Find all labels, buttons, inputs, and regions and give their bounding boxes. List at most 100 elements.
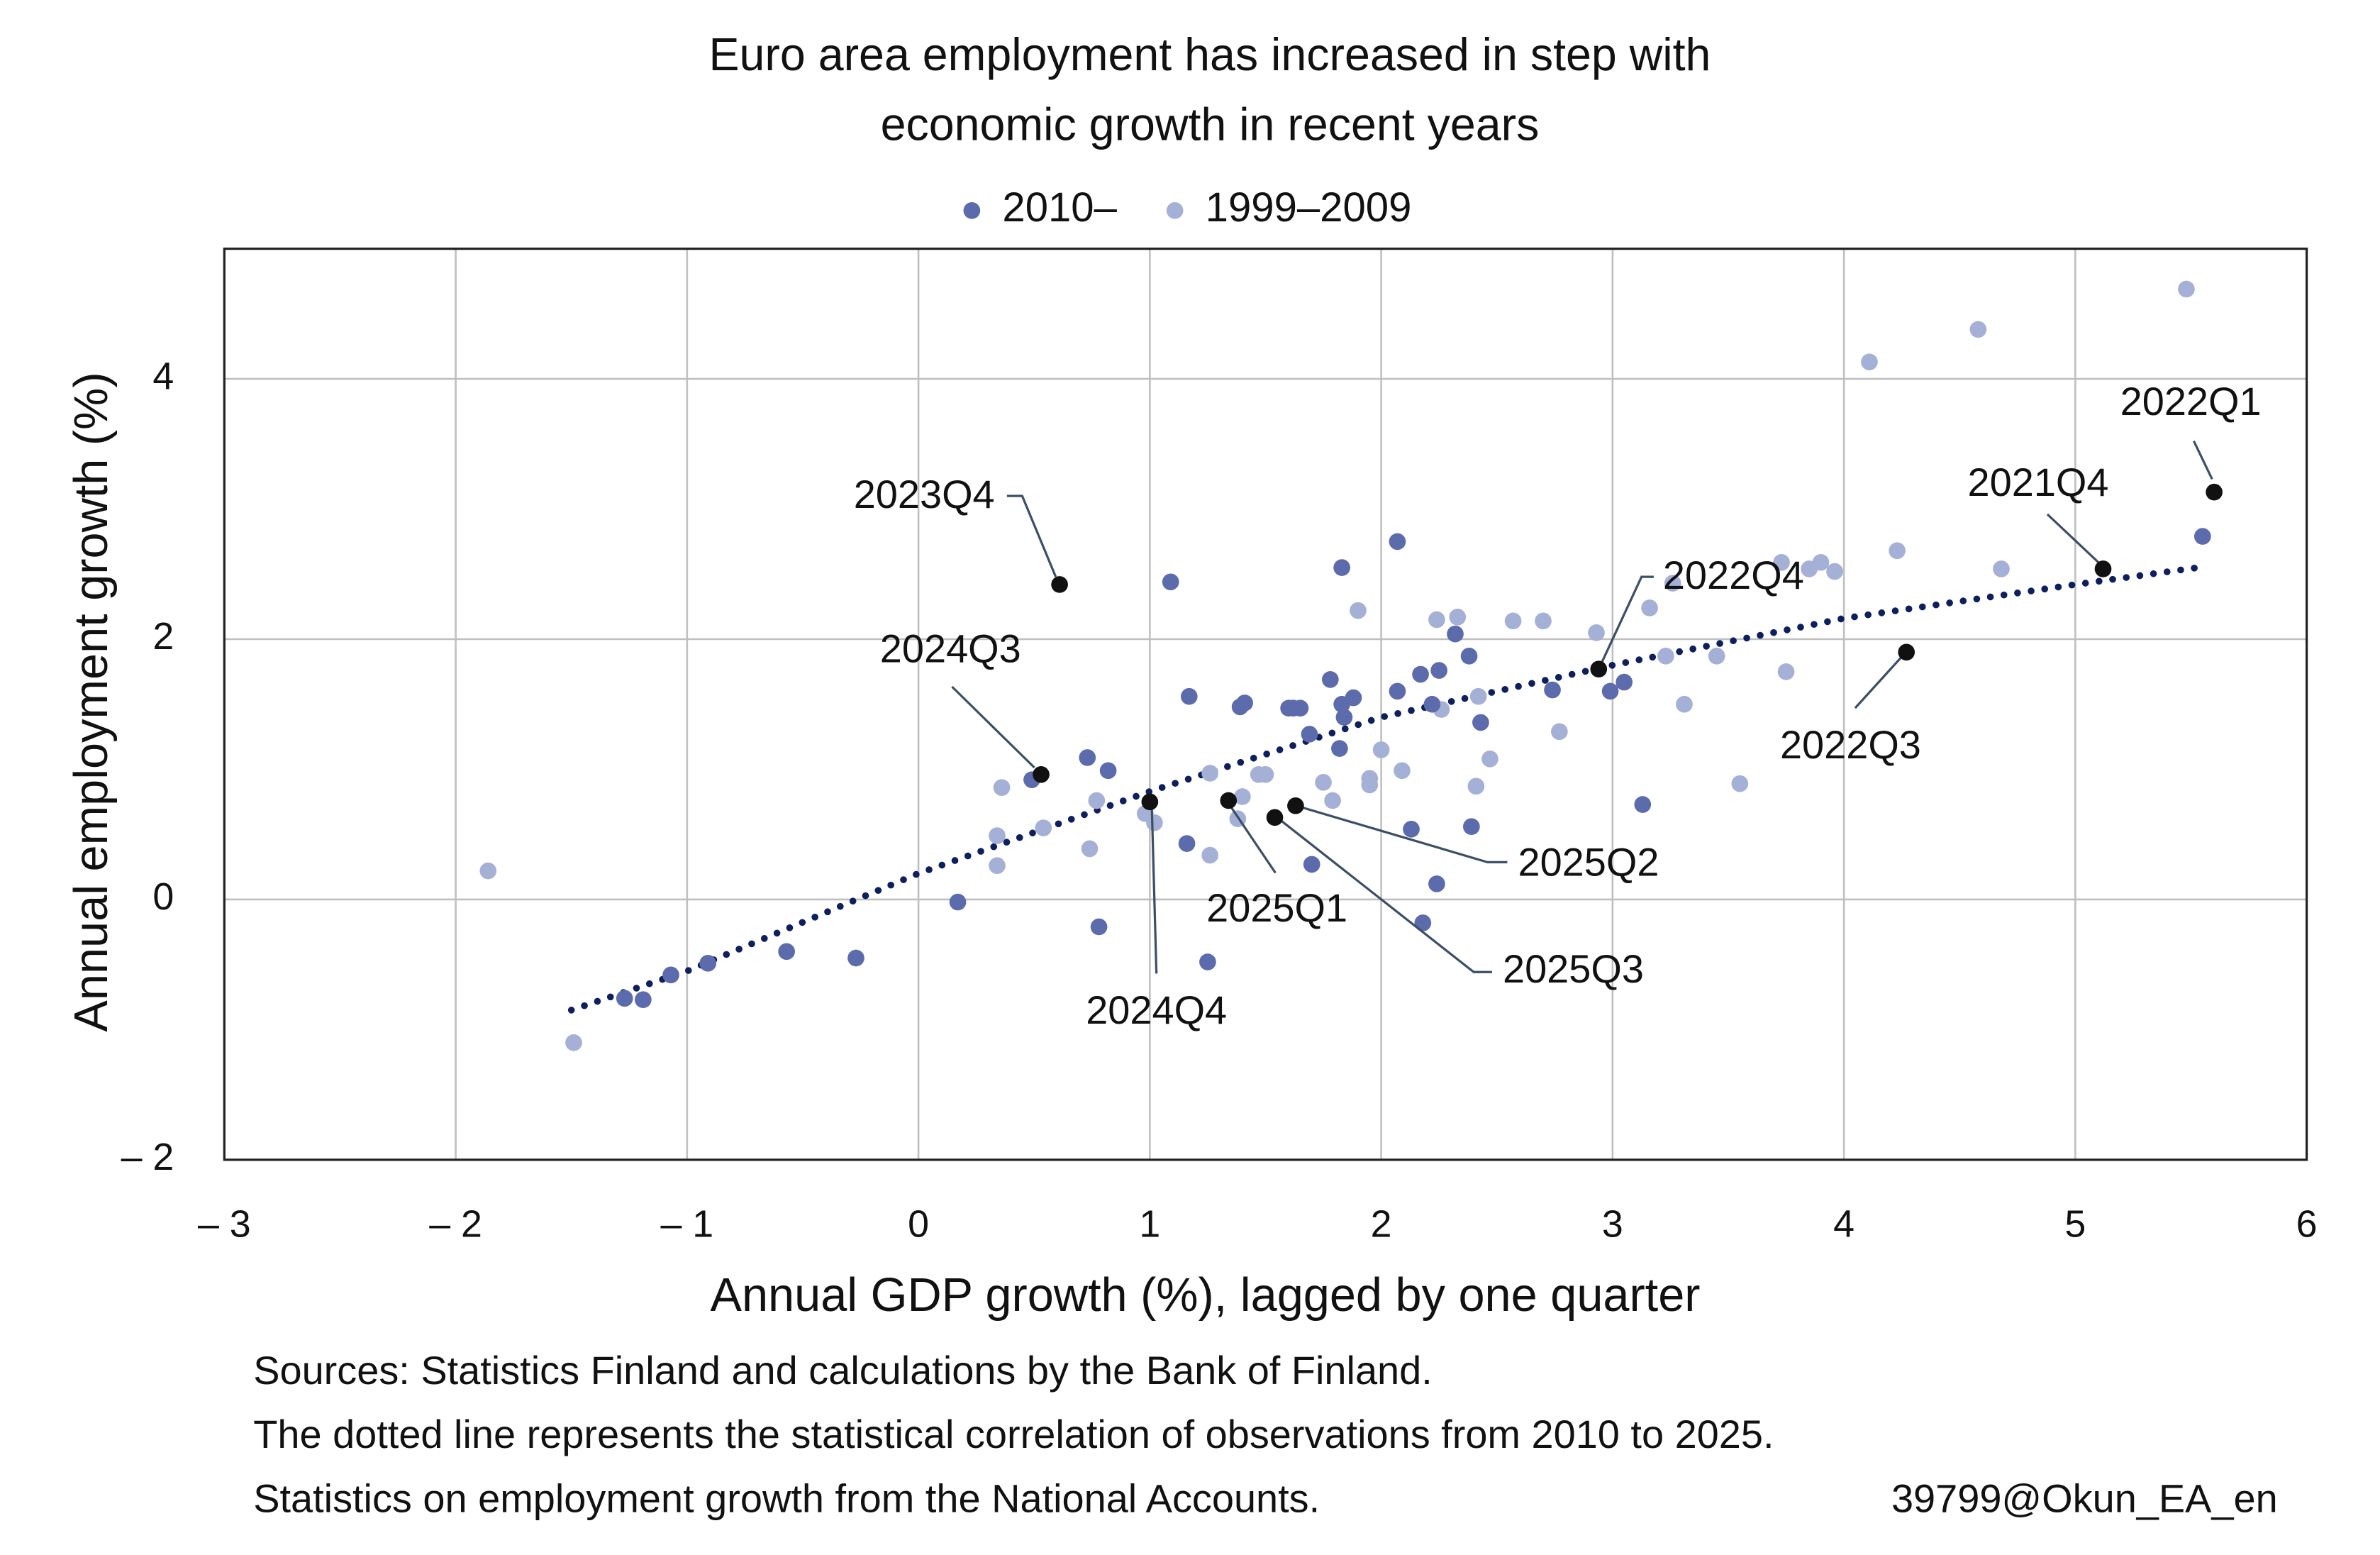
point-label: 2024Q4 <box>1086 987 1227 1032</box>
point <box>1616 673 1633 691</box>
point <box>1231 698 1249 716</box>
point <box>1601 682 1619 700</box>
point <box>1708 648 1725 665</box>
leader-line <box>1006 494 1057 577</box>
x-tick-label: 0 <box>908 1203 929 1246</box>
point <box>1250 765 1267 783</box>
point <box>1731 775 1749 792</box>
point <box>479 862 497 880</box>
highlight-point <box>2094 560 2112 577</box>
x-tick-label: – 2 <box>429 1203 482 1246</box>
point <box>1463 818 1480 836</box>
point <box>1180 687 1198 705</box>
point <box>1403 821 1420 838</box>
y-axis-title: Annual employment growth (%) <box>65 372 118 1031</box>
point <box>1544 681 1561 699</box>
point <box>1447 625 1464 643</box>
point-label: 2021Q4 <box>1968 460 2109 504</box>
x-tick-label: 1 <box>1139 1203 1160 1246</box>
leader-line <box>1230 807 1277 874</box>
point <box>2178 280 2195 298</box>
point <box>1412 665 1429 683</box>
x-axis-title: Annual GDP growth (%), lagged by one qua… <box>711 1269 1701 1322</box>
point <box>1333 695 1350 713</box>
point <box>1035 819 1052 836</box>
point <box>1372 741 1390 758</box>
highlight-point <box>1051 576 1068 593</box>
point <box>1414 914 1432 931</box>
point <box>1460 648 1478 665</box>
point <box>1469 687 1487 705</box>
point <box>1481 750 1498 768</box>
x-tick-label: 6 <box>2296 1203 2318 1246</box>
legend-label: 2010– <box>1002 184 1117 231</box>
point <box>1664 575 1681 592</box>
note: Statistics on employment growth from the… <box>253 1476 1320 1520</box>
point <box>1634 796 1652 813</box>
chart-title: economic growth in recent years <box>881 99 1540 150</box>
point <box>1430 662 1448 679</box>
point <box>1162 573 1179 591</box>
point <box>1861 353 1878 371</box>
point-label: 2022Q1 <box>2120 379 2262 424</box>
y-tick-label: 2 <box>152 615 174 658</box>
point <box>1081 840 1099 858</box>
point <box>1301 726 1318 743</box>
point <box>1199 953 1216 970</box>
point <box>1423 695 1441 713</box>
point <box>1777 663 1795 680</box>
leader-line <box>1301 806 1508 864</box>
highlight-point <box>1898 643 1915 661</box>
chart-code: 39799@Okun_EA_en <box>1891 1476 2278 1520</box>
point <box>1969 321 1987 338</box>
note: Sources: Statistics Finland and calculat… <box>253 1348 1433 1393</box>
point <box>1079 749 1096 766</box>
point <box>778 943 795 961</box>
point <box>1350 602 1367 619</box>
point <box>1389 682 1406 700</box>
point <box>989 857 1006 875</box>
x-tick-label: – 3 <box>198 1203 251 1246</box>
leader-line <box>1601 575 1654 663</box>
point <box>1550 723 1568 741</box>
point <box>1335 709 1353 726</box>
highlight-point <box>1220 792 1238 809</box>
point <box>1773 553 1790 571</box>
point <box>1993 560 2010 577</box>
point <box>1504 612 1522 630</box>
point <box>616 990 633 1007</box>
point-label: 2022Q4 <box>1663 553 1804 597</box>
point <box>1201 846 1219 864</box>
x-tick-label: 2 <box>1371 1203 1392 1246</box>
point <box>1657 648 1674 665</box>
point <box>699 955 717 972</box>
leader-line <box>2192 440 2213 480</box>
highlight-point <box>1287 797 1304 814</box>
point-label: 2022Q3 <box>1780 722 1921 767</box>
legend-marker <box>963 202 981 219</box>
point <box>1178 835 1196 852</box>
point <box>1428 611 1445 629</box>
point <box>949 893 967 911</box>
point <box>1449 608 1467 626</box>
point <box>1428 875 1445 892</box>
point <box>989 827 1006 844</box>
point-label: 2023Q4 <box>854 472 995 516</box>
highlight-point <box>1590 660 1608 678</box>
point <box>1280 699 1297 717</box>
point-label: 2025Q3 <box>1503 946 1644 991</box>
leader-line <box>1150 809 1158 974</box>
point <box>1331 740 1348 757</box>
y-tick-label: – 2 <box>121 1136 174 1178</box>
point <box>1090 918 1108 936</box>
point <box>1099 762 1117 780</box>
legend-label: 1999–2009 <box>1206 184 1412 231</box>
leader-line <box>1281 820 1492 973</box>
point <box>847 949 864 967</box>
y-tick-label: 4 <box>152 355 174 397</box>
point <box>662 966 679 984</box>
point <box>1826 563 1843 580</box>
chart-title: Euro area employment has increased in st… <box>709 29 1711 80</box>
x-tick-label: – 1 <box>660 1203 713 1246</box>
